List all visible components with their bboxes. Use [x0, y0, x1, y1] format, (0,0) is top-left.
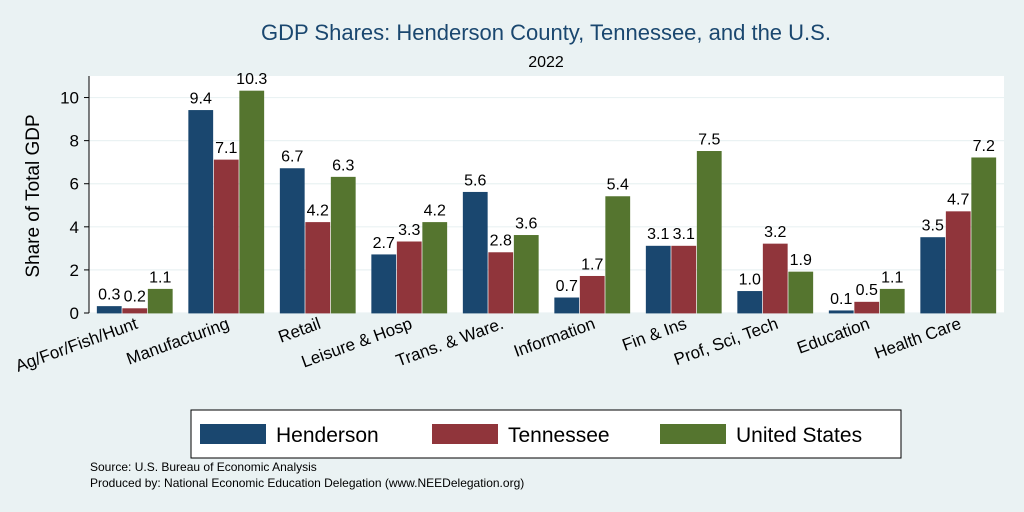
- legend-swatch-henderson: [200, 424, 266, 444]
- chart-subtitle: 2022: [528, 54, 564, 71]
- y-tick-label-6: 6: [70, 175, 79, 194]
- data-label-tennessee-leisure-hosp: 3.3: [398, 222, 420, 239]
- data-label-henderson-trans-ware: 5.6: [464, 172, 486, 189]
- bar-henderson-manufacturing: [188, 110, 214, 314]
- y-tick-label-0: 0: [70, 304, 79, 323]
- legend-swatch-united-states: [660, 424, 726, 444]
- x-tick-label-manufacturing: Manufacturing: [124, 314, 232, 369]
- data-label-united-states-prof-sci-tech: 1.9: [790, 252, 812, 269]
- data-label-united-states-trans-ware: 3.6: [515, 215, 537, 232]
- bar-henderson-trans-ware: [462, 191, 488, 314]
- source-note: Source: U.S. Bureau of Economic Analysis: [90, 460, 317, 474]
- data-label-united-states-leisure-hosp: 4.2: [424, 203, 446, 220]
- data-label-united-states-health-care: 7.2: [973, 138, 995, 155]
- data-label-tennessee-fin-ins: 3.1: [673, 226, 695, 243]
- x-tick-label-information: Information: [511, 314, 597, 361]
- bar-tennessee-leisure-hosp: [396, 241, 422, 314]
- bar-henderson-ag-for-fish-hunt: [96, 306, 122, 314]
- data-label-tennessee-health-care: 4.7: [947, 192, 969, 209]
- data-label-henderson-education: 0.1: [830, 291, 852, 308]
- bar-united-states-retail: [330, 176, 356, 314]
- data-label-tennessee-retail: 4.2: [307, 203, 329, 220]
- y-axis-label: Share of Total GDP: [23, 114, 44, 277]
- legend: Henderson Tennessee United States: [190, 409, 902, 459]
- data-label-united-states-information: 5.4: [607, 177, 629, 194]
- data-label-tennessee-prof-sci-tech: 3.2: [764, 224, 786, 241]
- data-label-tennessee-information: 1.7: [581, 256, 603, 273]
- data-label-henderson-prof-sci-tech: 1.0: [739, 271, 761, 288]
- legend-label-united-states: United States: [736, 424, 862, 447]
- bar-tennessee-information: [579, 275, 605, 314]
- x-tick-label-education: Education: [795, 314, 873, 358]
- bar-tennessee-ag-for-fish-hunt: [122, 308, 148, 314]
- bar-united-states-health-care: [971, 157, 997, 314]
- data-label-henderson-information: 0.7: [556, 278, 578, 295]
- y-axis: 0 2 4 6 8 10: [60, 76, 90, 323]
- bar-henderson-prof-sci-tech: [737, 291, 763, 314]
- data-label-henderson-leisure-hosp: 2.7: [373, 235, 395, 252]
- bar-henderson-information: [554, 297, 580, 314]
- bar-henderson-education: [828, 310, 854, 314]
- produced-by-note: Produced by: National Economic Education…: [90, 476, 524, 490]
- bar-united-states-information: [605, 196, 631, 314]
- y-tick-label-8: 8: [70, 132, 79, 151]
- legend-box: [190, 409, 902, 459]
- y-tick-label-4: 4: [70, 218, 79, 237]
- bar-tennessee-retail: [305, 222, 331, 314]
- x-tick-label-ag-for-fish-hunt: Ag/For/Fish/Hunt: [13, 314, 140, 376]
- bar-henderson-health-care: [920, 237, 946, 314]
- bar-tennessee-education: [854, 301, 880, 314]
- y-tick-label-2: 2: [70, 261, 79, 280]
- bar-united-states-trans-ware: [513, 235, 539, 314]
- bar-henderson-retail: [279, 168, 305, 314]
- x-tick-label-retail: Retail: [276, 314, 323, 347]
- data-label-tennessee-manufacturing: 7.1: [215, 140, 237, 157]
- data-label-henderson-ag-for-fish-hunt: 0.3: [98, 287, 120, 304]
- data-label-henderson-health-care: 3.5: [922, 218, 944, 235]
- data-label-united-states-retail: 6.3: [332, 157, 354, 174]
- chart-title: GDP Shares: Henderson County, Tennessee,…: [261, 20, 831, 45]
- data-label-henderson-retail: 6.7: [281, 149, 303, 166]
- bar-united-states-ag-for-fish-hunt: [147, 288, 173, 314]
- data-label-henderson-manufacturing: 9.4: [190, 90, 212, 107]
- data-label-tennessee-trans-ware: 2.8: [490, 233, 512, 250]
- bar-henderson-leisure-hosp: [371, 254, 397, 314]
- data-label-henderson-fin-ins: 3.1: [647, 226, 669, 243]
- x-tick-label-prof-sci-tech: Prof, Sci, Tech: [671, 314, 780, 369]
- bars: 0.3 0.21.19.47.110.36.74.26.32.73.34.25.6…: [96, 71, 997, 314]
- bar-united-states-education: [879, 288, 905, 314]
- bar-tennessee-prof-sci-tech: [762, 243, 788, 314]
- bar-united-states-prof-sci-tech: [788, 271, 814, 314]
- legend-swatch-tennessee: [432, 424, 498, 444]
- bar-united-states-leisure-hosp: [422, 222, 448, 314]
- y-tick-label-10: 10: [60, 89, 79, 108]
- bar-tennessee-health-care: [945, 211, 971, 314]
- data-label-united-states-manufacturing: 10.3: [236, 71, 267, 88]
- bar-tennessee-trans-ware: [488, 252, 514, 314]
- data-label-tennessee-ag-for-fish-hunt: 0.2: [124, 289, 146, 306]
- bar-tennessee-manufacturing: [213, 159, 239, 314]
- data-label-tennessee-education: 0.5: [856, 282, 878, 299]
- legend-label-henderson: Henderson: [276, 424, 379, 447]
- bar-united-states-fin-ins: [696, 151, 722, 314]
- data-label-united-states-education: 1.1: [881, 269, 903, 286]
- data-label-united-states-fin-ins: 7.5: [698, 131, 720, 148]
- bar-united-states-manufacturing: [239, 90, 265, 314]
- bar-henderson-fin-ins: [645, 245, 671, 314]
- data-label-united-states-ag-for-fish-hunt: 1.1: [149, 269, 171, 286]
- x-tick-label-health-care: Health Care: [872, 314, 964, 363]
- legend-label-tennessee: Tennessee: [508, 424, 610, 447]
- bar-tennessee-fin-ins: [671, 245, 697, 314]
